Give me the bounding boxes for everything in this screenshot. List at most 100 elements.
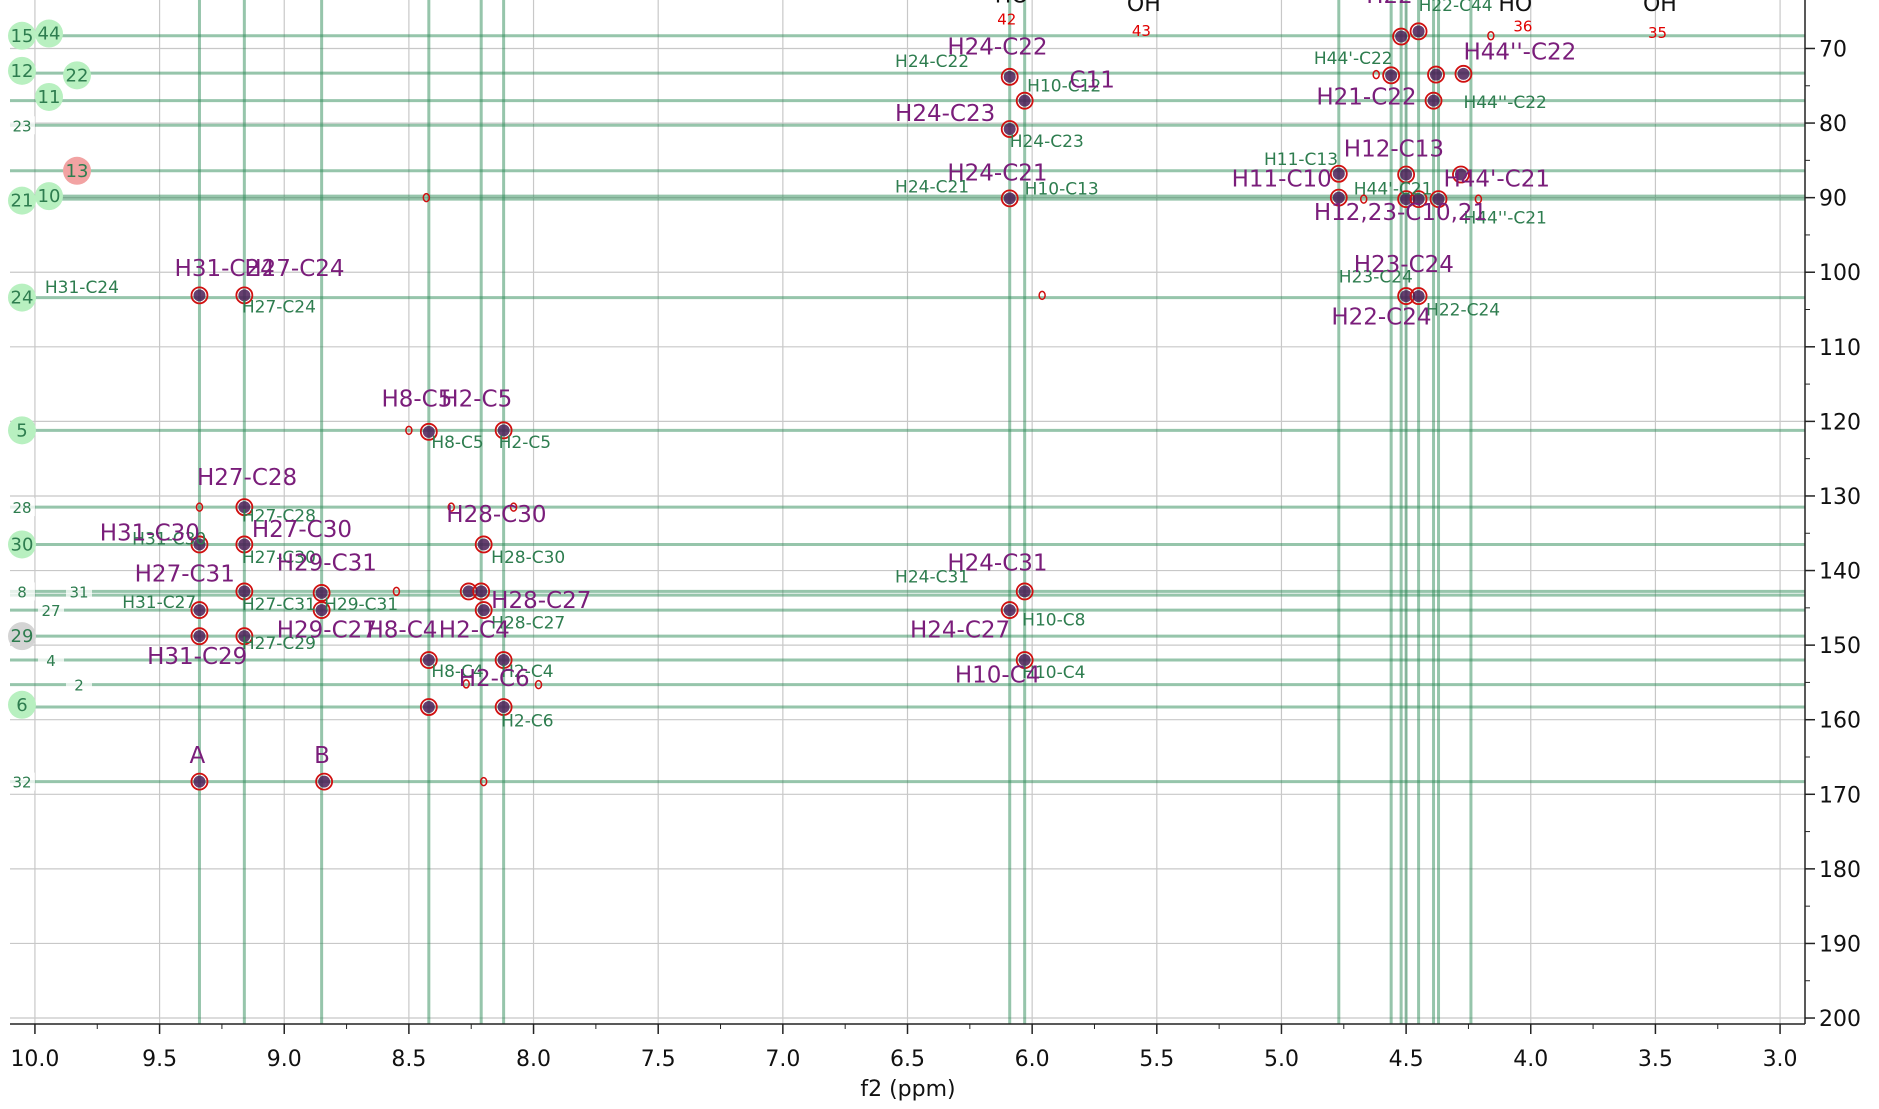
peak-assignment-label: H23-C24 bbox=[1354, 252, 1454, 278]
peak-outer-ring bbox=[1329, 164, 1348, 183]
peak-core bbox=[1018, 654, 1031, 667]
atom-number-badge: 21 bbox=[8, 186, 36, 215]
atom-number-label: 8 bbox=[17, 583, 27, 601]
peak-assignment-label: H2-C5 bbox=[441, 386, 512, 412]
peak-core bbox=[1430, 68, 1443, 81]
peak-outer-ring bbox=[235, 582, 254, 601]
correlation-label: H22-C44 bbox=[1419, 0, 1493, 16]
peak-assignment-label: H8-C5 bbox=[381, 386, 452, 412]
peak-core bbox=[462, 585, 475, 598]
peak-core bbox=[238, 501, 251, 514]
peak-outer-ring bbox=[1329, 188, 1348, 207]
atom-number-backdrop bbox=[9, 116, 35, 135]
peak-core bbox=[1457, 67, 1470, 80]
atom-badge-circle bbox=[8, 56, 36, 85]
x-tick-label: 3.0 bbox=[1763, 1047, 1798, 1072]
peak-assignment-label: H12-C13 bbox=[1344, 137, 1444, 163]
peak-outer-ring bbox=[1015, 582, 1034, 601]
peak-contour bbox=[235, 535, 254, 554]
peak-contour bbox=[1000, 67, 1019, 86]
peak-assignment-label: H27-C28 bbox=[197, 465, 297, 491]
structure-atom-number: 43 bbox=[1132, 22, 1151, 40]
atom-number-badge: 29 bbox=[8, 622, 36, 651]
horizontal-crosshair-layer bbox=[10, 34, 1805, 784]
correlation-label: H23-C24 bbox=[1339, 268, 1413, 288]
peak-assignment-label: H2-C4 bbox=[439, 618, 510, 644]
atom-number-backdrop bbox=[9, 498, 35, 517]
correlation-label: H44'-C22 bbox=[1314, 49, 1393, 69]
atom-badge-circle bbox=[63, 156, 91, 185]
structure-atom-number: 36 bbox=[1513, 17, 1532, 35]
peak-core bbox=[193, 604, 206, 617]
atom-number-label: 28 bbox=[12, 499, 31, 517]
peak-assignment-label: H31-C24 bbox=[175, 256, 275, 282]
peak-assignment-label: H21-C22 bbox=[1316, 84, 1416, 110]
peak-assignment-label: H27-C30 bbox=[252, 517, 352, 543]
peak-contour bbox=[494, 421, 513, 440]
peak-contour bbox=[1427, 65, 1445, 84]
peak-core bbox=[1427, 94, 1440, 107]
peak-outer-ring bbox=[494, 421, 513, 440]
atom-number-badge: 44 bbox=[35, 19, 63, 48]
peak-assignment-label: H12,23-C10,21 bbox=[1314, 200, 1487, 226]
peak-outer-ring bbox=[1000, 67, 1019, 86]
atom-number-backdrop bbox=[9, 582, 35, 601]
y-tick-label: 120 bbox=[1819, 410, 1861, 435]
x-tick-label: 4.5 bbox=[1389, 1047, 1424, 1072]
peak-outer-ring bbox=[235, 498, 254, 517]
peak-outer-ring bbox=[1000, 189, 1019, 208]
peak-outer-ring bbox=[474, 535, 493, 554]
peak-outer-ring bbox=[235, 535, 254, 554]
atom-badge-circle bbox=[35, 182, 63, 211]
peak-contour bbox=[1392, 27, 1411, 46]
peak-core bbox=[315, 604, 328, 617]
atom-number-backdrop bbox=[66, 675, 92, 694]
peak-core bbox=[193, 775, 206, 788]
atom-number-backdrop bbox=[38, 601, 64, 620]
atom-badge-label: 11 bbox=[38, 87, 61, 108]
atom-badge-circle bbox=[8, 690, 36, 719]
y-tick-label: 170 bbox=[1819, 783, 1861, 808]
correlation-label: H24-C21 bbox=[895, 177, 969, 197]
correlation-label: H28-C30 bbox=[491, 548, 565, 568]
peak-core bbox=[1454, 168, 1467, 181]
peak-core bbox=[1003, 604, 1016, 617]
peak-core bbox=[1412, 290, 1425, 303]
atom-number-badge: 6 bbox=[8, 690, 36, 719]
minor-peak-contour bbox=[1474, 194, 1483, 204]
y-tick-label: 150 bbox=[1819, 634, 1861, 659]
correlation-label: H2-C6 bbox=[501, 711, 553, 731]
x-axis-title: f2 (ppm) bbox=[860, 1077, 955, 1102]
peak-core bbox=[193, 538, 206, 551]
peak-contour bbox=[190, 286, 209, 305]
atom-badge-label: 29 bbox=[11, 626, 34, 647]
minor-peak-contour bbox=[1487, 31, 1495, 41]
correlation-label: H24-C22 bbox=[895, 52, 969, 72]
x-tick-label: 8.0 bbox=[516, 1047, 551, 1072]
structure-label-layer: HO OH HO OH 42 43 36 35 bbox=[995, 0, 1677, 42]
atom-badge-label: 13 bbox=[66, 161, 89, 182]
x-tick-label: 7.0 bbox=[765, 1047, 800, 1072]
minor-peak-contour bbox=[509, 502, 518, 512]
structure-hydroxyl-label: HO bbox=[995, 0, 1029, 8]
vertical-crosshair-layer bbox=[197, 0, 1473, 1024]
peak-contour bbox=[419, 651, 438, 669]
peak-contour bbox=[1452, 165, 1470, 184]
peak-core bbox=[1400, 168, 1413, 181]
peak-contour bbox=[1000, 189, 1019, 208]
correlation-label: H22-C24 bbox=[1426, 300, 1500, 320]
peak-core bbox=[1400, 193, 1413, 206]
peak-outer-ring bbox=[1392, 27, 1411, 46]
peak-contour bbox=[419, 698, 438, 716]
peak-assignment-label: H44'-C21 bbox=[1444, 166, 1551, 192]
peak-assignment-label: H10-C4 bbox=[955, 662, 1041, 688]
peak-contour bbox=[190, 627, 209, 646]
peak-contour bbox=[1409, 190, 1428, 209]
peak-outer-ring bbox=[190, 627, 209, 646]
peak-assignment-label: H29-C31 bbox=[277, 551, 377, 577]
peak-assignment-label: H24-C21 bbox=[947, 160, 1047, 186]
atom-badge-circle bbox=[8, 530, 36, 559]
axis-layer: f2 (ppm) 10.0 9.5 9.0 8.5 8.0 7.5 7.0 6.5 6.0 5.5… bbox=[10, 0, 1861, 1102]
atom-badge-circle bbox=[8, 186, 36, 215]
